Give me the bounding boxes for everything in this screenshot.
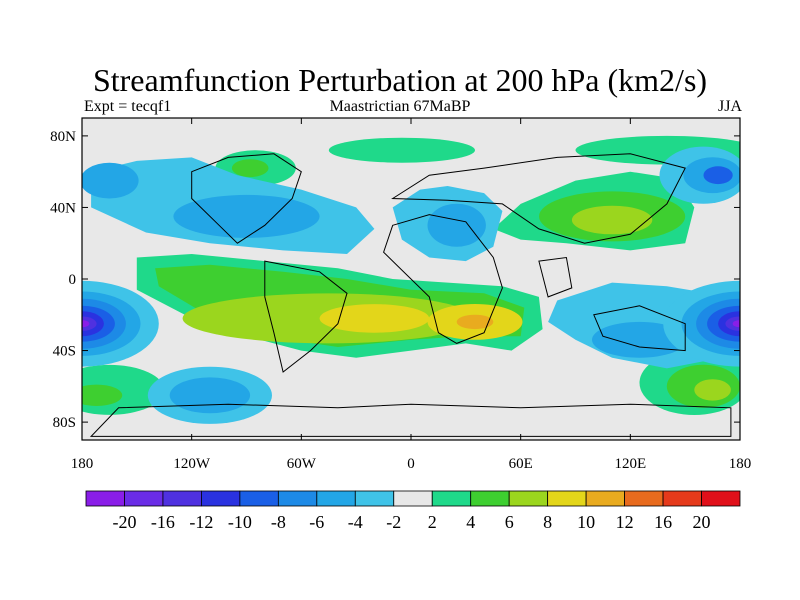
lat-tick-label: 0 [69, 272, 77, 288]
colorbar-swatch [316, 490, 356, 507]
coastline-6 [593, 305, 686, 352]
lon-tick-label: 120E [614, 456, 646, 472]
colorbar-swatch [162, 490, 202, 507]
lon-tick-label: 60W [287, 456, 317, 472]
positive-center-north-america-core [231, 159, 269, 178]
colorbar-label: 10 [577, 512, 595, 532]
colorbar-label: 20 [693, 512, 711, 532]
period-label: Maastrictian 67MaBP [329, 98, 471, 115]
colorbar-label: -4 [348, 512, 363, 532]
positive-center-arctic [328, 137, 475, 163]
lat-tick-label: 40S [53, 344, 76, 360]
colorbar-swatch [470, 490, 510, 507]
lat-tick-label: 80N [50, 129, 76, 145]
lon-tick-label: 60E [509, 456, 533, 472]
coastline-1 [191, 153, 302, 244]
colorbar-swatch [354, 490, 395, 507]
map-axes: 80N 40N 0 40S 80S 180 120W 60W 0 60E 120E 180 [50, 118, 751, 472]
positive-center-south-pacific-west-core [82, 384, 123, 406]
negative-center-alaska-core [82, 162, 139, 199]
coastline-2 [264, 260, 348, 373]
lon-tick-label: 180 [71, 456, 94, 472]
colorbar-label: 8 [543, 512, 552, 532]
season-label: JJA [717, 98, 742, 115]
colorbar-swatch [124, 490, 164, 507]
coastline-5 [538, 256, 573, 298]
colorbar-label: -12 [189, 512, 213, 532]
colorbar-label: 2 [428, 512, 437, 532]
positive-center-africa-peak [456, 314, 494, 330]
colorbar-swatch [393, 490, 433, 507]
positive-center-east-asia-core [571, 205, 653, 235]
colorbar-swatch [277, 490, 318, 507]
coastline-3 [383, 214, 503, 344]
colorbar-label: -16 [151, 512, 175, 532]
colorbar-swatch [201, 490, 241, 507]
negative-center-north-atlantic-core [173, 194, 320, 238]
colorbar-swatch [85, 490, 125, 507]
colorbar-label: -6 [309, 512, 324, 532]
lon-tick-label: 180 [729, 456, 752, 472]
colorbar-swatch [431, 490, 472, 507]
lat-tick-label: 80S [53, 415, 76, 431]
lon-tick-label: 0 [407, 456, 415, 472]
colorbar-label: -2 [386, 512, 401, 532]
strong-negative-core-east [732, 320, 740, 328]
colorbar-label: 12 [616, 512, 634, 532]
positive-center-south-pacific-east-peak [694, 379, 731, 401]
colorbar-swatch [662, 490, 702, 507]
experiment-label: Expt = tecqf1 [84, 98, 172, 115]
colorbar-label: -10 [228, 512, 252, 532]
strong-negative-core-west [82, 320, 90, 328]
positive-band-peak-atlantic [319, 304, 430, 333]
negative-center-south-pacific-high-lat-core [169, 377, 251, 414]
negative-center-europe-core [427, 203, 486, 247]
colorbar-swatch [547, 490, 587, 507]
lon-tick-label: 120W [173, 456, 211, 472]
colorbar: -20 -16 -12 -10 -8 -6 -4 -2 2 4 6 8 10 12 16 20 [85, 490, 741, 532]
colorbar-label: -20 [113, 512, 137, 532]
colorbar-swatch [508, 490, 549, 507]
colorbar-label: 6 [505, 512, 514, 532]
map-contour-fill [82, 118, 740, 440]
map-title: Streamfunction Perturbation at 200 hPa (… [92, 62, 708, 98]
coastline-4 [391, 153, 686, 244]
colorbar-label: -8 [271, 512, 286, 532]
colorbar-label: 4 [466, 512, 475, 532]
colorbar-swatch [701, 490, 741, 507]
colorbar-label: 16 [654, 512, 672, 532]
lat-tick-label: 40N [50, 200, 76, 216]
colorbar-swatch [239, 490, 279, 507]
colorbar-swatch [585, 490, 625, 507]
colorbar-swatch [624, 490, 664, 507]
negative-center-north-pacific-core [703, 166, 733, 185]
